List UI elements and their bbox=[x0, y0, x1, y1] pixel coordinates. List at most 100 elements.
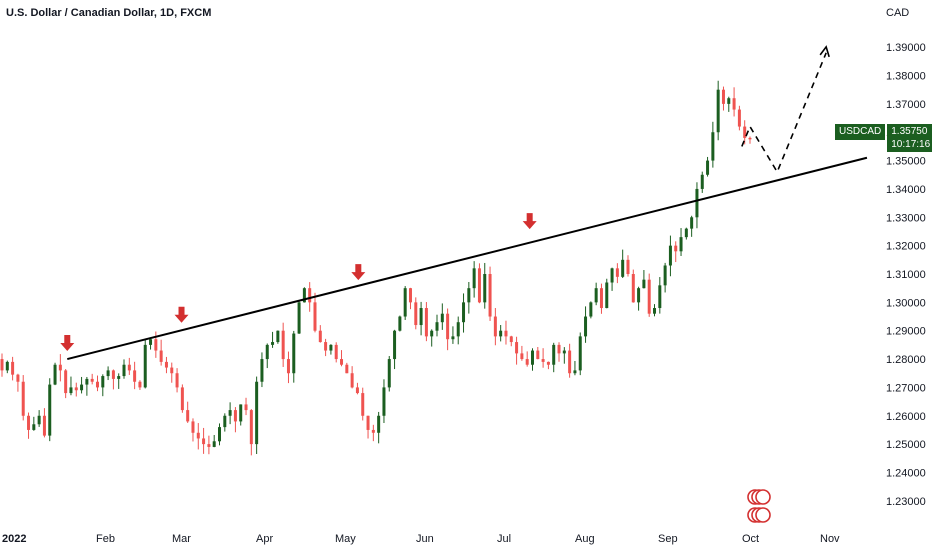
candle-body bbox=[164, 361, 168, 368]
candle-body bbox=[483, 274, 487, 303]
candle-body bbox=[690, 217, 694, 229]
y-tick-label: 1.35000 bbox=[886, 156, 926, 168]
candle-body bbox=[202, 438, 206, 445]
candle-body bbox=[0, 359, 4, 371]
x-tick-label: Jun bbox=[416, 533, 434, 545]
candle-body bbox=[684, 228, 688, 238]
candle-body bbox=[32, 424, 36, 430]
x-tick-label: 2022 bbox=[2, 533, 26, 545]
down-arrow-icon bbox=[174, 306, 189, 323]
bar-countdown: 10:17:16 bbox=[891, 139, 931, 150]
candle-body bbox=[462, 302, 466, 323]
candle-body bbox=[37, 415, 41, 425]
candle-body bbox=[403, 288, 407, 317]
y-tick-label: 1.34000 bbox=[886, 184, 926, 196]
candle-body bbox=[546, 361, 550, 365]
candle-body bbox=[711, 132, 715, 161]
candle-body bbox=[541, 359, 545, 362]
candle-body bbox=[435, 322, 439, 331]
candle-body bbox=[599, 288, 603, 309]
candle-body bbox=[180, 387, 184, 411]
down-arrow-icon bbox=[522, 213, 537, 230]
candle-body bbox=[504, 330, 508, 337]
candle-body bbox=[48, 384, 52, 436]
candle-body bbox=[233, 410, 237, 422]
candle-body bbox=[175, 373, 179, 388]
candle-body bbox=[679, 237, 683, 252]
candle-body bbox=[393, 330, 397, 360]
candle-body bbox=[85, 378, 89, 385]
candle-body bbox=[631, 274, 635, 303]
x-tick-label: May bbox=[335, 533, 356, 545]
candle-body bbox=[143, 344, 147, 388]
candle-body bbox=[149, 339, 153, 345]
x-tick-label: Jul bbox=[497, 533, 511, 545]
candle-body bbox=[154, 339, 158, 351]
candle-body bbox=[748, 137, 752, 140]
logo-ring bbox=[755, 507, 771, 523]
candle-body bbox=[642, 279, 646, 289]
candle-body bbox=[674, 245, 678, 252]
candle-body bbox=[361, 393, 365, 416]
candle-body bbox=[265, 344, 269, 360]
candle-body bbox=[27, 415, 31, 430]
candle-body bbox=[493, 316, 497, 337]
candles bbox=[0, 80, 752, 456]
candle-body bbox=[297, 302, 301, 334]
candle-body bbox=[90, 378, 94, 382]
candle-body bbox=[668, 245, 672, 266]
y-tick-label: 1.30000 bbox=[886, 297, 926, 309]
candle-body bbox=[21, 381, 25, 416]
candle-body bbox=[276, 330, 280, 343]
candle-body bbox=[637, 288, 641, 303]
candle-body bbox=[387, 359, 391, 388]
candle-body bbox=[456, 322, 460, 337]
candle-body bbox=[727, 98, 731, 104]
projection-arrowhead-icon bbox=[819, 45, 830, 58]
candle-body bbox=[658, 285, 662, 309]
candle-body bbox=[228, 410, 232, 416]
last-price: 1.35750 bbox=[891, 126, 928, 137]
down-arrow-icon bbox=[351, 264, 366, 281]
candle-body bbox=[340, 359, 344, 365]
x-tick-label: Apr bbox=[256, 533, 273, 545]
candle-body bbox=[536, 350, 540, 360]
candle-body bbox=[74, 387, 78, 391]
y-tick-label: 1.27000 bbox=[886, 382, 926, 394]
candle-body bbox=[11, 361, 15, 375]
y-tick-label: 1.24000 bbox=[886, 467, 926, 479]
down-arrow-icon bbox=[60, 335, 75, 352]
y-tick-label: 1.39000 bbox=[886, 42, 926, 54]
candle-body bbox=[737, 109, 741, 127]
candle-body bbox=[58, 364, 62, 371]
candle-body bbox=[578, 336, 582, 371]
candle-body bbox=[716, 89, 720, 133]
candle-body bbox=[350, 373, 354, 388]
candle-body bbox=[408, 288, 412, 303]
candle-body bbox=[212, 441, 216, 447]
y-tick-label: 1.26000 bbox=[886, 411, 926, 423]
candle-body bbox=[706, 160, 710, 175]
candle-body bbox=[371, 429, 375, 433]
candle-body bbox=[647, 279, 651, 314]
candle-body bbox=[663, 265, 667, 286]
candle-body bbox=[430, 330, 434, 337]
candle-body bbox=[308, 288, 312, 303]
candle-body bbox=[196, 432, 200, 439]
y-tick-label: 1.28000 bbox=[886, 354, 926, 366]
candle-body bbox=[446, 313, 450, 340]
candle-body bbox=[324, 342, 328, 351]
candle-body bbox=[239, 404, 243, 422]
candle-body bbox=[313, 302, 317, 331]
candle-body bbox=[111, 370, 115, 379]
x-tick-label: Feb bbox=[96, 533, 115, 545]
y-tick-label: 1.33000 bbox=[886, 212, 926, 224]
candle-body bbox=[562, 350, 566, 354]
candle-body bbox=[292, 333, 296, 374]
candle-body bbox=[244, 404, 248, 411]
candle-body bbox=[573, 370, 577, 374]
y-tick-label: 1.38000 bbox=[886, 71, 926, 83]
candle-body bbox=[732, 98, 736, 110]
candle-body bbox=[695, 188, 699, 218]
